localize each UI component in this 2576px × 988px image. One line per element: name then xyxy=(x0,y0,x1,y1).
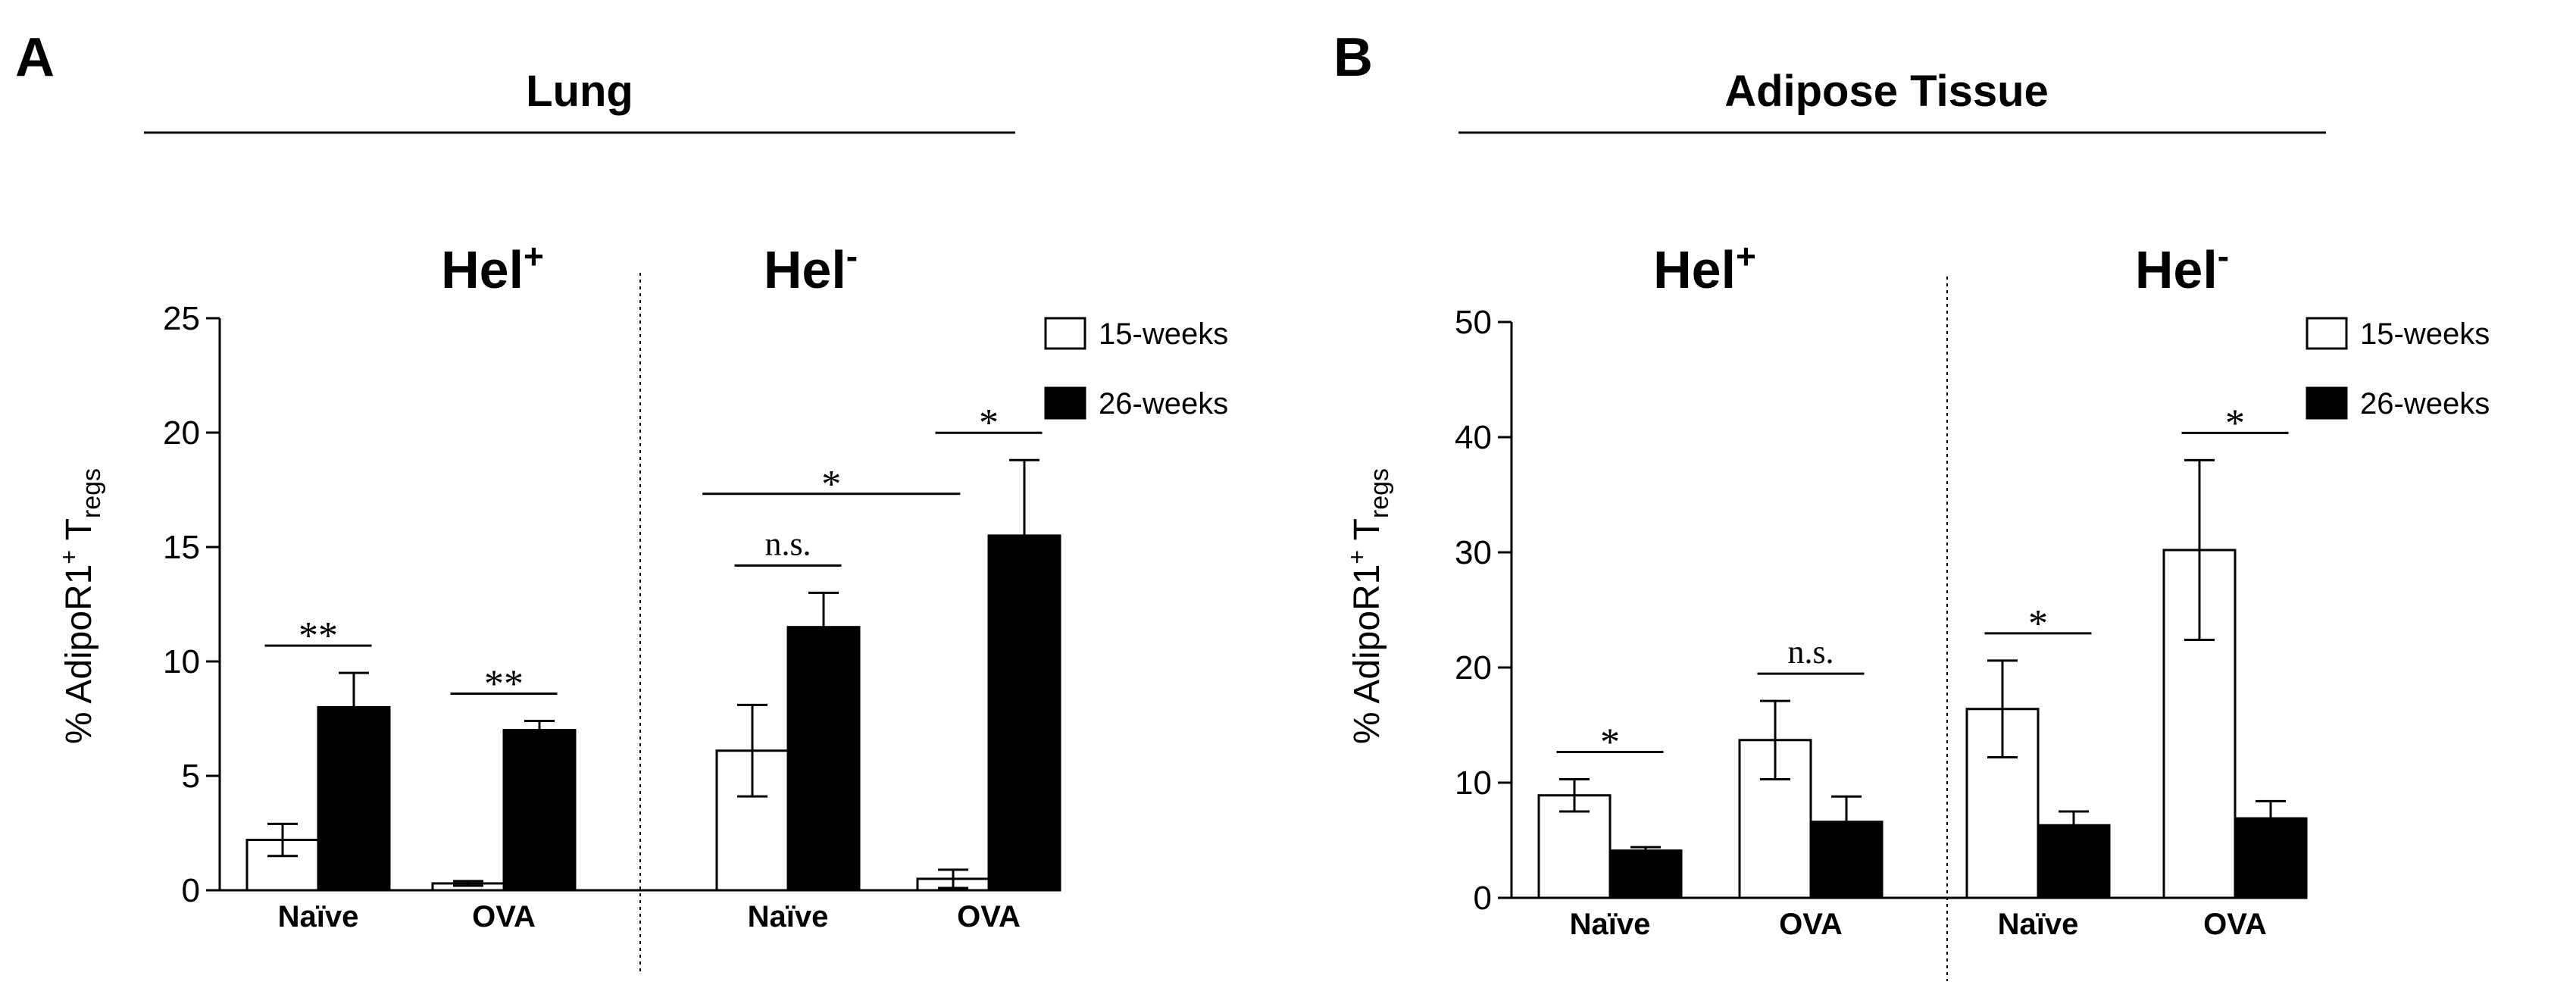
bar-26-weeks xyxy=(786,626,861,892)
y-axis-label: % AdipoR1+ Tregs xyxy=(55,468,106,744)
bar-26-weeks xyxy=(1809,821,1884,899)
y-axis-label-part: regs xyxy=(1365,468,1394,518)
x-category-label: OVA xyxy=(957,900,1021,933)
bar-26-weeks xyxy=(2037,824,2111,899)
y-tick-label: 15 xyxy=(163,529,200,566)
group-label-text: Hel xyxy=(441,240,524,299)
y-axis-label-part: T xyxy=(1347,518,1387,550)
group-label: Hel+ xyxy=(1653,236,1756,299)
y-tick-label: 10 xyxy=(1455,764,1492,802)
legend-label: 15-weeks xyxy=(1099,317,1228,351)
group-label-sup: - xyxy=(846,236,858,276)
y-axis-label-part: % AdipoR1 xyxy=(1347,564,1387,745)
y-tick-label: 0 xyxy=(182,872,200,909)
chart-title: Lung xyxy=(526,67,633,116)
legend-label: 26-weeks xyxy=(1099,387,1228,421)
y-axis-label-part: regs xyxy=(77,468,106,518)
y-tick-label: 0 xyxy=(1474,880,1492,917)
y-axis-label-part: + xyxy=(1343,550,1371,564)
y-tick-label: 30 xyxy=(1455,534,1492,571)
panel-letter: A xyxy=(15,27,55,88)
y-tick-label: 5 xyxy=(182,758,200,795)
group-label: Hel- xyxy=(764,236,858,299)
x-category-label: Naïve xyxy=(748,900,829,933)
legend-swatch-26-weeks xyxy=(2306,386,2348,420)
y-tick-label: 20 xyxy=(1455,649,1492,686)
x-category-label: Naïve xyxy=(1998,908,2079,941)
significance-label: n.s. xyxy=(1787,633,1834,671)
significance-label: * xyxy=(979,402,999,445)
bar-26-weeks xyxy=(502,729,577,892)
group-label-sup: + xyxy=(1736,236,1756,276)
group-label-text: Hel xyxy=(2135,240,2218,299)
significance-label: * xyxy=(821,463,841,506)
bar-26-weeks xyxy=(987,534,1061,892)
significance-label: * xyxy=(1600,721,1620,764)
y-tick-label: 25 xyxy=(163,300,200,337)
y-tick-label: 10 xyxy=(163,643,200,680)
chart-title: Adipose Tissue xyxy=(1724,67,2049,116)
legend-label: 26-weeks xyxy=(2360,387,2490,421)
group-label-sup: + xyxy=(524,236,544,276)
legend-swatch-15-weeks xyxy=(2306,317,2348,350)
group-label-sup: - xyxy=(2218,236,2229,276)
significance-label: ** xyxy=(299,614,338,658)
x-category-label: Naïve xyxy=(1570,908,1651,941)
group-label-text: Hel xyxy=(764,240,846,299)
y-tick-label: 40 xyxy=(1455,419,1492,456)
group-label: Hel- xyxy=(2135,236,2229,299)
group-label: Hel+ xyxy=(441,236,544,299)
y-axis-label-part: + xyxy=(55,550,83,564)
bar-26-weeks xyxy=(317,705,391,892)
x-category-label: OVA xyxy=(1779,908,1843,941)
significance-label: n.s. xyxy=(764,525,811,562)
panel-letter: B xyxy=(1333,27,1373,88)
y-tick-label: 20 xyxy=(163,414,200,452)
significance-label: ** xyxy=(484,663,524,706)
y-tick-label: 50 xyxy=(1455,304,1492,341)
x-category-label: OVA xyxy=(472,900,536,933)
x-category-label: OVA xyxy=(2203,908,2267,941)
legend-label: 15-weeks xyxy=(2360,317,2490,351)
group-label-text: Hel xyxy=(1653,240,1736,299)
bar-26-weeks xyxy=(1608,849,1683,899)
x-category-label: Naïve xyxy=(278,900,359,933)
legend-swatch-26-weeks xyxy=(1044,386,1086,420)
bar-26-weeks xyxy=(2234,817,2308,899)
legend-swatch-15-weeks xyxy=(1044,317,1086,350)
y-axis-label-part: % AdipoR1 xyxy=(59,564,99,745)
y-axis-label: % AdipoR1+ Tregs xyxy=(1343,468,1394,744)
significance-label: * xyxy=(2028,602,2048,646)
significance-label: * xyxy=(2225,402,2245,445)
y-axis-label-part: T xyxy=(59,518,99,550)
